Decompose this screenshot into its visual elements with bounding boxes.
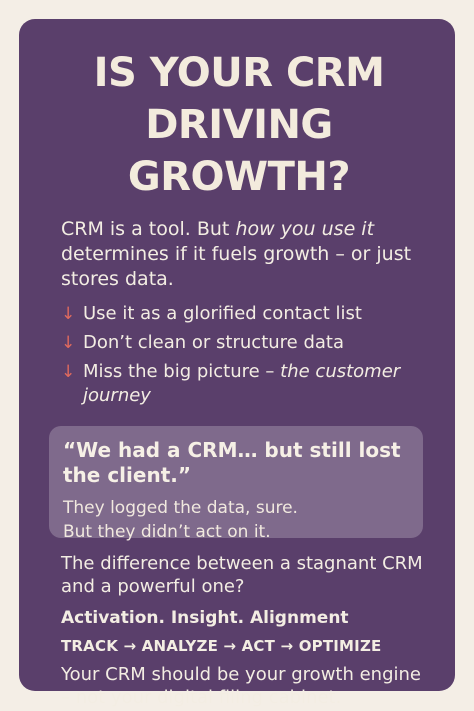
title-line-2: DRIVING GROWTH? xyxy=(127,102,351,200)
page-title: IS YOUR CRM DRIVING GROWTH? xyxy=(41,19,437,203)
list-item-text: Use it as a glorified contact list xyxy=(83,303,362,324)
quote-line-1: They logged the data, sure. xyxy=(63,498,298,518)
list-item: ↓ Miss the big picture – the customer jo… xyxy=(61,360,431,408)
process-flow: TRACK → ANALYZE → ACT → OPTIMIZE xyxy=(61,637,382,655)
intro-text-after: determines if it fuels growth – or just … xyxy=(61,243,412,290)
quote-body: They logged the data, sure. But they did… xyxy=(63,496,407,544)
list-item: ↓ Don’t clean or structure data xyxy=(61,331,431,355)
closing-statement: Your CRM should be your growth engine – … xyxy=(61,664,421,708)
title-line-1: IS YOUR CRM xyxy=(93,50,385,96)
difference-question: The difference between a stagnant CRM an… xyxy=(61,553,423,597)
list-item: ↓ Use it as a glorified contact list xyxy=(61,302,431,326)
down-arrow-icon: ↓ xyxy=(61,304,76,324)
pillars-heading: Activation. Insight. Alignment xyxy=(61,608,349,628)
intro-text-before: CRM is a tool. But xyxy=(61,218,236,240)
down-arrow-icon: ↓ xyxy=(61,333,76,353)
quote-headline: “We had a CRM… but still lost the client… xyxy=(63,438,401,487)
poster-card: IS YOUR CRM DRIVING GROWTH? CRM is a too… xyxy=(19,19,455,708)
down-arrow-icon: ↓ xyxy=(61,362,76,382)
quote-box: “We had a CRM… but still lost the client… xyxy=(49,426,423,542)
list-item-emphasis: the customer journey xyxy=(83,361,401,406)
list-item-text: Miss the big picture – xyxy=(83,361,281,382)
list-item-text: Don’t clean or structure data xyxy=(83,332,344,353)
pitfall-list: ↓ Use it as a glorified contact list ↓ D… xyxy=(61,302,431,408)
quote-line-2: But they didn’t act on it. xyxy=(63,522,271,542)
intro-emphasis: how you use it xyxy=(235,218,375,240)
intro-paragraph: CRM is a tool. But how you use it determ… xyxy=(61,217,431,292)
